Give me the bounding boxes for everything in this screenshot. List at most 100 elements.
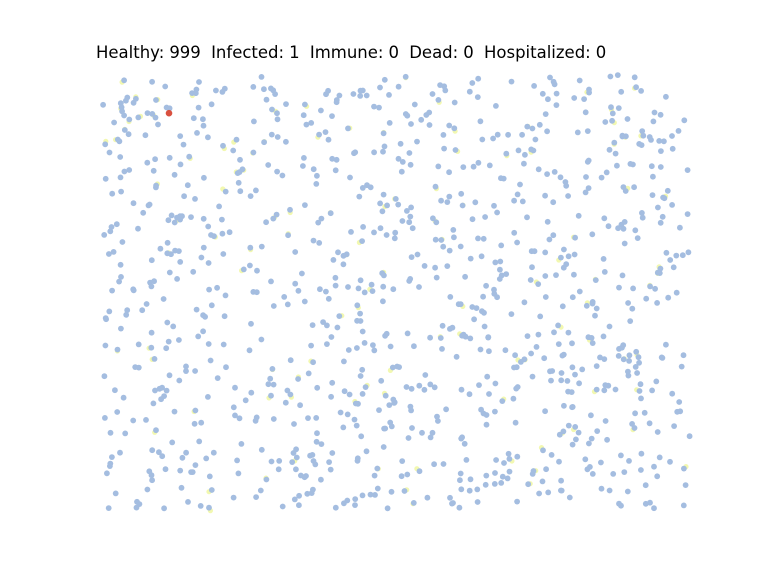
healthy-point	[597, 354, 603, 361]
healthy-point	[198, 419, 205, 426]
healthy-point	[427, 434, 434, 441]
healthy-point	[414, 251, 421, 258]
healthy-point	[631, 184, 637, 191]
healthy-point	[107, 463, 113, 469]
healthy-point	[177, 133, 184, 139]
healthy-point	[220, 251, 227, 257]
healthy-point	[555, 322, 561, 329]
healthy-point	[514, 498, 520, 505]
healthy-point	[529, 125, 536, 132]
healthy-point	[152, 156, 158, 163]
healthy-point	[380, 283, 387, 290]
healthy-point	[325, 295, 332, 302]
healthy-point	[253, 494, 259, 500]
healthy-point	[118, 188, 124, 195]
healthy-point	[664, 187, 671, 194]
healthy-point	[238, 441, 245, 447]
healthy-point	[585, 334, 592, 341]
healthy-point	[558, 254, 564, 261]
healthy-point	[493, 103, 499, 109]
healthy-point	[619, 272, 626, 279]
healthy-point	[614, 72, 621, 78]
healthy-point	[530, 468, 537, 474]
healthy-point	[438, 237, 445, 243]
healthy-point	[368, 281, 375, 288]
healthy-point	[325, 136, 332, 143]
healthy-point	[565, 388, 571, 395]
healthy-point	[472, 199, 479, 206]
healthy-point	[625, 368, 631, 375]
healthy-point	[632, 227, 639, 234]
healthy-point	[195, 333, 202, 340]
healthy-point	[381, 143, 388, 150]
healthy-point	[196, 438, 203, 445]
healthy-point	[130, 99, 137, 106]
healthy-point	[444, 263, 451, 269]
healthy-point	[149, 477, 155, 484]
healthy-point	[620, 225, 627, 232]
healthy-point	[630, 161, 636, 168]
healthy-point	[381, 76, 388, 83]
healthy-point	[272, 91, 278, 97]
healthy-point	[135, 341, 142, 348]
healthy-point	[168, 212, 175, 219]
healthy-point	[636, 388, 643, 394]
healthy-point	[416, 468, 423, 475]
healthy-label: Healthy:	[96, 43, 165, 62]
healthy-point	[503, 150, 510, 157]
healthy-point	[626, 352, 633, 359]
healthy-point	[546, 236, 553, 243]
healthy-point	[179, 454, 186, 461]
healthy-point	[323, 288, 329, 295]
healthy-point	[315, 219, 322, 226]
healthy-point	[402, 73, 409, 80]
healthy-point	[263, 96, 270, 103]
healthy-point	[650, 118, 657, 125]
healthy-point	[283, 138, 289, 145]
healthy-point	[161, 505, 167, 512]
healthy-point	[254, 267, 260, 274]
healthy-point	[475, 159, 482, 166]
healthy-point	[205, 341, 212, 347]
healthy-point	[444, 199, 451, 206]
healthy-point	[297, 402, 303, 409]
healthy-point	[350, 91, 357, 97]
healthy-point	[313, 415, 320, 421]
healthy-point	[126, 167, 133, 173]
healthy-point	[539, 478, 546, 485]
healthy-point	[491, 202, 497, 209]
healthy-point	[102, 415, 108, 421]
healthy-point	[117, 174, 124, 181]
healthy-point	[176, 377, 183, 384]
healthy-point	[364, 182, 370, 189]
healthy-point	[480, 235, 487, 242]
healthy-point	[106, 251, 112, 257]
healthy-point	[270, 215, 277, 222]
healthy-point	[655, 204, 661, 211]
healthy-point	[313, 438, 320, 445]
healthy-point	[153, 427, 159, 434]
healthy-point	[157, 245, 164, 252]
healthy-point	[379, 270, 386, 277]
healthy-point	[439, 322, 446, 329]
healthy-point	[310, 359, 316, 366]
healthy-point	[558, 477, 564, 484]
healthy-point	[219, 216, 225, 223]
healthy-point	[446, 169, 452, 176]
healthy-point	[379, 208, 386, 215]
healthy-point	[549, 368, 556, 374]
healthy-point	[250, 84, 257, 90]
healthy-point	[409, 425, 415, 431]
healthy-point	[166, 154, 173, 161]
healthy-point	[565, 329, 572, 336]
healthy-point	[126, 116, 133, 123]
healthy-point	[571, 271, 577, 278]
healthy-point	[354, 345, 360, 351]
healthy-point	[296, 492, 302, 499]
healthy-point	[268, 131, 275, 138]
healthy-point	[615, 353, 622, 359]
healthy-point	[247, 262, 253, 269]
healthy-point	[194, 130, 200, 136]
healthy-point	[438, 197, 444, 204]
healthy-point	[381, 425, 387, 432]
